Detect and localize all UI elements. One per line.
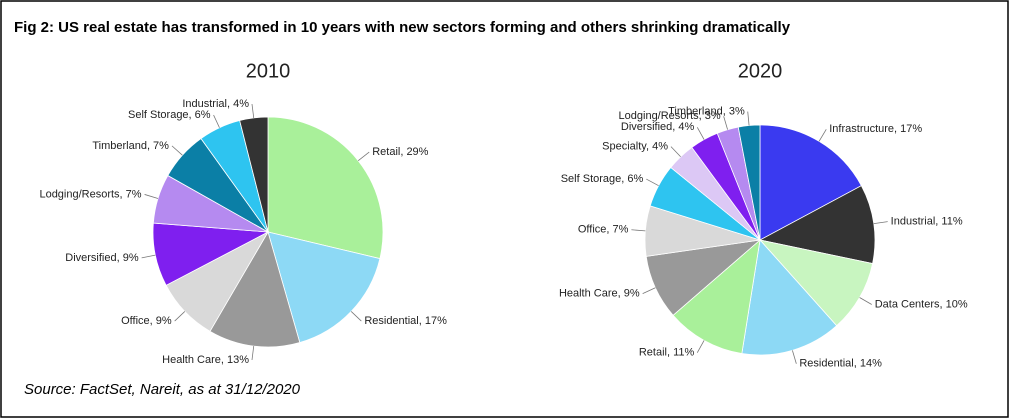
slice-label: Industrial, 4% bbox=[182, 98, 249, 110]
slice-label: Office, 9% bbox=[121, 315, 172, 327]
slice-label: Self Storage, 6% bbox=[561, 173, 644, 185]
leader-line bbox=[631, 229, 646, 232]
slice-label: Residential, 14% bbox=[799, 358, 882, 370]
leader-line bbox=[670, 146, 681, 158]
leader-line bbox=[646, 178, 659, 187]
pie-title: 2020 bbox=[738, 60, 783, 82]
slice-label: Residential, 17% bbox=[364, 315, 447, 327]
pie-slice bbox=[267, 231, 381, 344]
figure-title: Fig 2: US real estate has transformed in… bbox=[14, 19, 791, 36]
slice-label: Specialty, 4% bbox=[602, 141, 668, 153]
pie-slice bbox=[759, 124, 862, 241]
slice-label: Diversified, 9% bbox=[65, 252, 139, 264]
slice-label: Timberland, 3% bbox=[668, 105, 745, 117]
slice-label: Industrial, 11% bbox=[891, 216, 963, 228]
slice-label: Timberland, 7% bbox=[92, 140, 169, 152]
slice-label: Health Care, 9% bbox=[559, 287, 640, 299]
slice-label: Lodging/Resorts, 3% bbox=[619, 110, 721, 122]
source-note: Source: FactSet, Nareit, as at 31/12/202… bbox=[24, 381, 301, 398]
leader-line bbox=[873, 221, 888, 225]
leader-line bbox=[642, 287, 656, 294]
leader-line bbox=[251, 103, 255, 118]
slice-label: Self Storage, 6% bbox=[128, 109, 211, 121]
leader-line bbox=[174, 311, 186, 322]
pie-slice bbox=[741, 239, 838, 356]
leader-line bbox=[696, 127, 705, 140]
slice-label: Lodging/Resorts, 7% bbox=[39, 188, 141, 200]
leader-line bbox=[859, 297, 872, 305]
leader-line bbox=[213, 114, 220, 128]
leader-line bbox=[141, 254, 156, 259]
pie-title: 2010 bbox=[246, 60, 291, 82]
pie-slice bbox=[758, 239, 874, 327]
leader-line bbox=[357, 151, 370, 162]
leader-line bbox=[350, 311, 362, 322]
leader-line bbox=[144, 194, 159, 199]
slice-label: Health Care, 13% bbox=[162, 354, 249, 366]
leader-line bbox=[251, 346, 255, 361]
leader-line bbox=[792, 350, 797, 364]
leader-line bbox=[818, 129, 827, 142]
slice-label: Retail, 29% bbox=[372, 146, 428, 158]
pie-slice bbox=[209, 230, 301, 348]
leader-line bbox=[696, 340, 705, 353]
leader-line bbox=[747, 111, 750, 126]
slice-label: Office, 7% bbox=[578, 224, 629, 236]
slice-label: Diversified, 4% bbox=[621, 121, 695, 133]
pie-slice bbox=[672, 238, 761, 355]
slice-label: Infrastructure, 17% bbox=[829, 123, 922, 135]
slice-label: Data Centers, 10% bbox=[875, 298, 968, 310]
leader-line bbox=[723, 116, 728, 130]
slice-label: Retail, 11% bbox=[639, 347, 695, 359]
pie-slice bbox=[758, 185, 876, 265]
leader-line bbox=[171, 145, 183, 156]
